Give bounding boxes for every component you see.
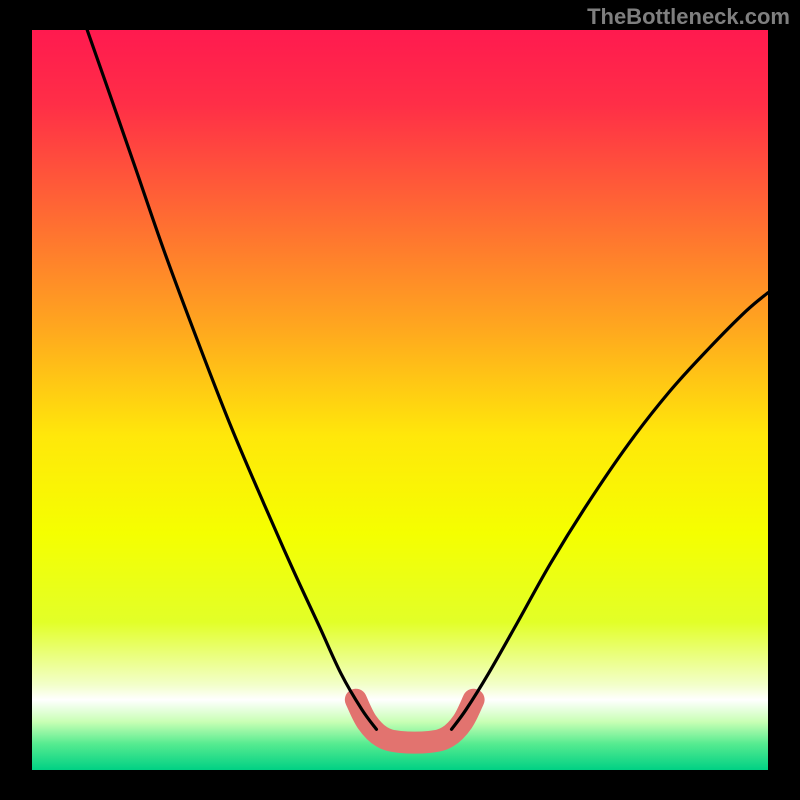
gradient-plot-area <box>32 30 768 770</box>
bottleneck-chart <box>0 0 800 800</box>
watermark-text: TheBottleneck.com <box>587 4 790 30</box>
